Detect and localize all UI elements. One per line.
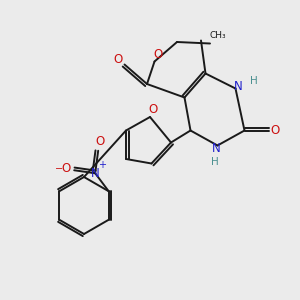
Text: +: + <box>98 160 106 170</box>
Text: CH₃: CH₃ <box>210 32 226 40</box>
Text: N: N <box>212 142 220 155</box>
Text: N: N <box>91 167 100 180</box>
Text: O: O <box>95 135 104 148</box>
Text: O: O <box>271 124 280 137</box>
Text: H: H <box>250 76 258 86</box>
Text: O: O <box>61 162 70 175</box>
Text: O: O <box>113 52 122 66</box>
Text: −: − <box>55 164 63 174</box>
Text: O: O <box>148 103 158 116</box>
Text: O: O <box>153 48 162 62</box>
Text: N: N <box>234 80 243 94</box>
Text: H: H <box>211 157 219 167</box>
